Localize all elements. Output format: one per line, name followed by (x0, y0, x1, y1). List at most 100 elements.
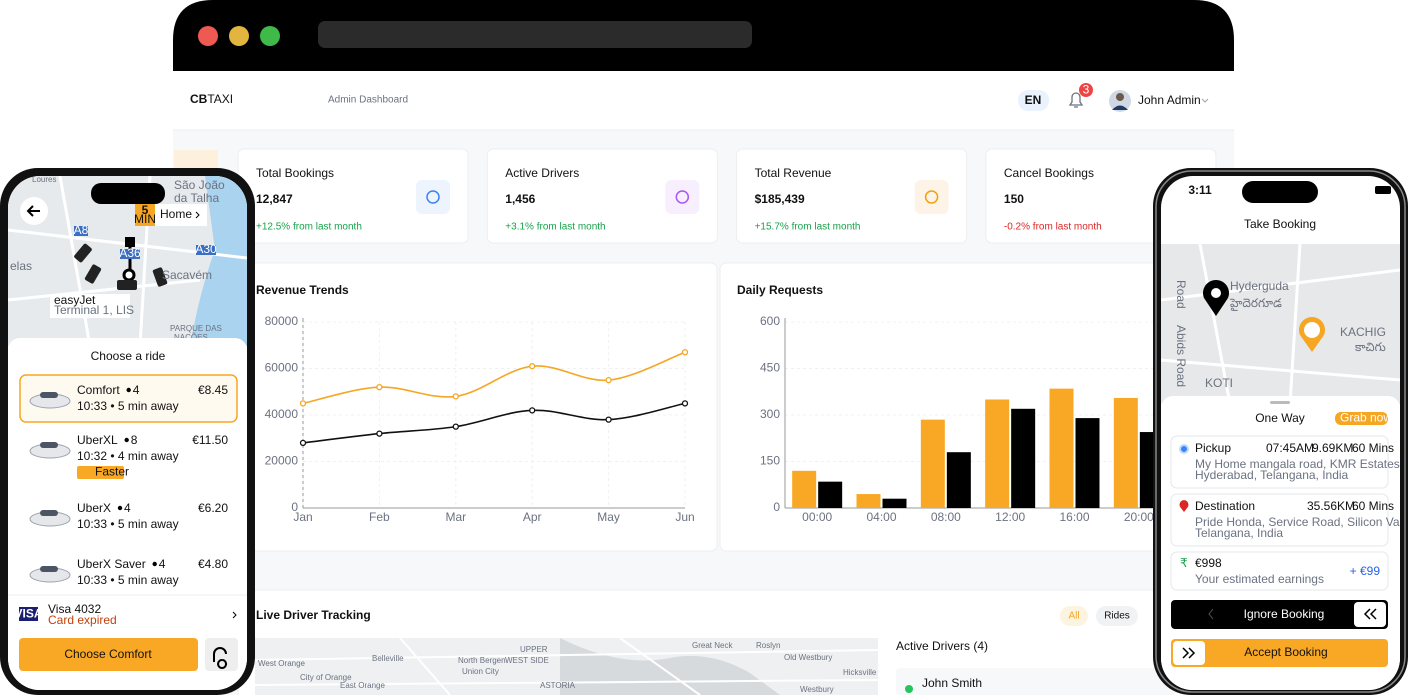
address-bar (318, 21, 752, 48)
min-dot (229, 26, 249, 46)
x-tick-label: 20:00 (1124, 510, 1154, 524)
choose-label: Choose Comfort (64, 647, 152, 661)
stat-icon-box (416, 180, 450, 214)
grab-badge (1335, 412, 1388, 425)
map-label: Old Westbury (784, 653, 832, 662)
road-sign (196, 245, 216, 255)
car-window (40, 510, 58, 516)
stat-title: Cancel Bookings (1004, 166, 1094, 180)
y-tick-label: 600 (760, 314, 780, 328)
home-box (155, 204, 207, 226)
ignore-label: Ignore Booking (1244, 607, 1325, 621)
map-label: ASTORIA (540, 681, 576, 690)
x-tick-label: Jan (293, 510, 312, 524)
pickup-box (50, 294, 130, 318)
language-pill[interactable] (1018, 90, 1049, 111)
stat-value: 1,456 (505, 192, 535, 206)
chart-title: Daily Requests (737, 283, 823, 297)
ride-time: 10:33 • 5 min away (77, 517, 179, 531)
y-tick-label: 150 (760, 454, 780, 468)
choose-button[interactable] (19, 638, 198, 671)
chevron (195, 211, 200, 219)
bar (1075, 418, 1100, 508)
back-arrow (26, 205, 40, 217)
map-label: Union City (462, 667, 499, 676)
point (452, 423, 459, 430)
eta: 5 (142, 203, 149, 217)
map-label: Great Neck (692, 641, 733, 650)
ride-time: 10:33 • 5 min away (77, 399, 179, 413)
daily-chart: 0 150 300 450 600 00:00 04:00 08:00 12:00 16:00 20… (760, 314, 1171, 524)
map-label: WEST SIDE (505, 656, 549, 665)
driver-row[interactable] (896, 668, 1176, 695)
schedule-icon (213, 647, 228, 669)
close-dot (198, 26, 218, 46)
ride-option-selected[interactable] (19, 374, 238, 423)
map-label: హైదెరగూడ (1229, 296, 1282, 311)
map-label: da Talha (174, 191, 219, 205)
avatar-body (1112, 105, 1128, 110)
brand-bold: CB (190, 92, 208, 106)
bar (818, 481, 843, 508)
origin-marker (122, 268, 136, 282)
y-tick-label: 80000 (265, 314, 299, 328)
driver-name: John Smith (922, 676, 982, 690)
pickup-distance: 9.69KM (1312, 441, 1353, 455)
stat-value: $185,439 (755, 192, 805, 206)
map-labels: Belleville North Bergen WEST SIDE Union Cit… (258, 641, 877, 694)
map-label: Abids Road (1174, 325, 1188, 387)
x-tick-label: May (597, 510, 620, 524)
ignore-button[interactable] (1171, 600, 1388, 629)
earnings-bonus: + €99 (1350, 564, 1381, 578)
point (299, 400, 307, 407)
ride-list: Comfort 4 10:33 • 5 min away €8.45 UberXL 8 10… (29, 383, 228, 587)
accept-button[interactable] (1171, 639, 1388, 667)
card-status: Card expired (48, 613, 117, 627)
tab-all[interactable] (1060, 606, 1088, 626)
tab-rides[interactable] (1096, 606, 1138, 626)
pickup-dot (1179, 444, 1189, 454)
point (605, 376, 612, 384)
schedule-button[interactable] (205, 638, 238, 671)
brand-light: TAXI (207, 92, 233, 106)
screen-title: Take Booking (1244, 217, 1316, 231)
bar (1011, 408, 1036, 508)
y-tick-label: 450 (760, 361, 780, 375)
ride-price: €4.80 (198, 557, 228, 571)
map-label: PARQUE DAS (170, 324, 222, 333)
left-screen: Loures São João da Talha A8 A36 A30 elas… (8, 175, 247, 690)
sheet-title: Choose a ride (91, 349, 166, 363)
bell-icon[interactable] (1068, 92, 1084, 108)
bar (882, 498, 907, 508)
ignore-slider[interactable] (1354, 602, 1386, 627)
x-tick-label: Apr (523, 510, 542, 524)
ride-seats: 4 (124, 501, 131, 515)
x-tick-label: 16:00 (1059, 510, 1089, 524)
map-label: Belleville (372, 654, 404, 663)
stat-cards: Total Bookings 12,847 +12.5% from last mon… (237, 148, 1217, 244)
card-number: Visa 4032 (48, 602, 101, 616)
eta-box (135, 204, 155, 226)
ride-name: UberXL (77, 433, 118, 447)
point (376, 430, 383, 437)
chevron[interactable] (1201, 98, 1209, 103)
card-brand: VISA (14, 607, 42, 621)
car-window (40, 566, 58, 572)
home-label: Home (160, 207, 192, 221)
badge-label: Faster (95, 465, 129, 479)
pickup-label: Pickup (1195, 441, 1231, 455)
bar (946, 452, 971, 508)
battery (1375, 186, 1391, 194)
point (376, 383, 383, 391)
ride-seats: 4 (133, 383, 140, 397)
map-label: Loures (32, 175, 56, 184)
ride-time: 10:33 • 5 min away (77, 573, 179, 587)
map-roads (254, 637, 879, 695)
ride-price: €8.45 (198, 383, 228, 397)
accept-label: Accept Booking (1244, 645, 1327, 659)
chevron[interactable] (232, 611, 237, 619)
y-tick-label: 60000 (265, 361, 299, 375)
currency-icon: ₹ (1180, 556, 1188, 570)
tab-label: All (1068, 611, 1079, 622)
stat-card (736, 148, 968, 244)
